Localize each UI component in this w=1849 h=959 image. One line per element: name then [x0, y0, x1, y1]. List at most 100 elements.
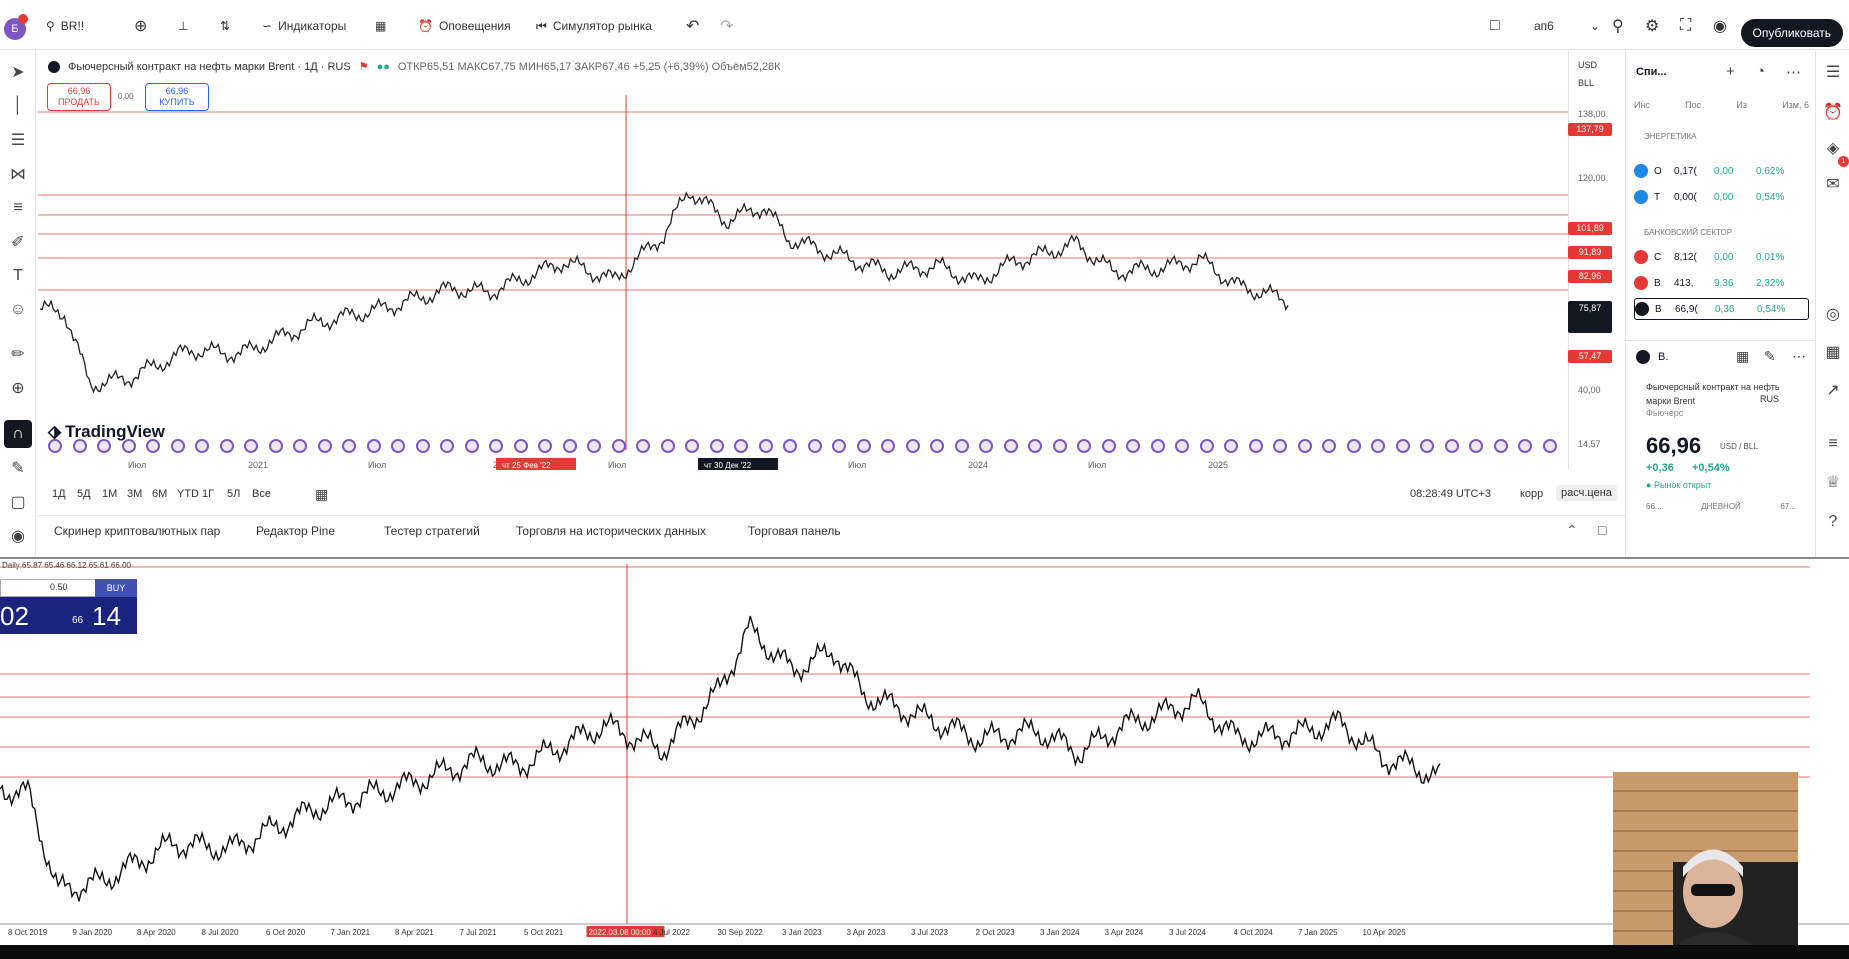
dividend-event-icon[interactable]	[1420, 439, 1434, 453]
dividend-event-icon[interactable]	[1003, 439, 1018, 453]
dividend-event-icon[interactable]	[489, 439, 503, 453]
indicators-button[interactable]: ∽ Индикаторы	[262, 14, 346, 38]
quick-search-button[interactable]: ⚲	[1612, 14, 1624, 38]
dividend-event-icon[interactable]	[415, 439, 430, 453]
dividend-event-icon[interactable]	[954, 439, 969, 453]
dividend-event-icon[interactable]	[268, 439, 283, 453]
dividend-event-icon[interactable]	[1346, 439, 1361, 453]
watchlist-row[interactable]: O 0,17(0,00 0,62%	[1634, 160, 1809, 182]
dividend-event-icon[interactable]	[195, 439, 209, 453]
grid-view-button[interactable]: ▦	[1736, 348, 1749, 365]
dividend-event-icon[interactable]	[881, 439, 895, 453]
dividend-event-icon[interactable]	[219, 439, 234, 453]
secondary-price-canvas[interactable]: 8 Oct 2019 9 Jan 2020 8 Apr 2020 8 Jul 2020…	[0, 559, 1849, 939]
dividend-event-icon[interactable]	[1371, 439, 1385, 453]
range-button-4[interactable]: 6М	[152, 488, 168, 500]
dividend-event-icon[interactable]	[1199, 439, 1214, 453]
watchlist-row[interactable]: B 413, 9,36 2,32%	[1634, 272, 1809, 294]
dividend-event-icon[interactable]	[1150, 439, 1165, 453]
dividend-event-icon[interactable]	[832, 439, 846, 453]
tab-pine-editor[interactable]: Редактор Pine	[256, 524, 336, 538]
price-chart-canvas[interactable]: Июл2021Июл20ИюлИюл2024Июл2025чт 25 Фев '…	[38, 50, 1568, 470]
range-button-1[interactable]: 5Д	[77, 488, 91, 500]
range-button-5[interactable]: YTD	[177, 488, 199, 500]
buy-button[interactable]: 66,96 КУПИТЬ	[145, 83, 209, 111]
dividend-event-icon[interactable]	[1101, 439, 1116, 453]
lock-tool[interactable]: ▢	[4, 488, 32, 516]
dividend-event-icon[interactable]	[587, 439, 601, 453]
fib-tool[interactable]: ☰	[4, 126, 32, 154]
dividend-event-icon[interactable]	[513, 439, 528, 453]
tab-trading-panel[interactable]: Торговая панель	[748, 524, 841, 538]
dividend-event-icon[interactable]	[1126, 439, 1140, 453]
dividend-event-icon[interactable]	[905, 439, 920, 453]
dividend-event-icon[interactable]	[734, 439, 748, 453]
notifications-toggle[interactable]: ♕	[1819, 468, 1847, 496]
dividend-event-icon[interactable]	[464, 439, 479, 453]
screener-toggle[interactable]: ◎	[1819, 300, 1847, 328]
timeframe-select[interactable]: ап6 ⌄	[1534, 14, 1600, 38]
dividend-event-icon[interactable]	[562, 439, 577, 453]
layout-button[interactable]: □	[1490, 14, 1500, 38]
dividend-event-icon[interactable]	[758, 439, 773, 453]
secondary-chart-pane[interactable]: Daily 65.87 65.46 66.12 65.61 66.00 0.50…	[0, 557, 1849, 937]
undo-button[interactable]: ↶	[686, 14, 699, 38]
main-chart-pane[interactable]: Фьючерсный контракт на нефть марки Brent…	[38, 50, 1612, 470]
dividend-event-icon[interactable]	[121, 439, 136, 453]
trendline-tool[interactable]: │	[4, 92, 32, 120]
dividend-event-icon[interactable]	[72, 439, 87, 453]
watchlist-menu-button[interactable]: ⋯	[1786, 63, 1801, 81]
tab-strategy-tester[interactable]: Тестер стратегий	[384, 524, 480, 538]
add-symbol-button[interactable]: +	[1726, 63, 1735, 80]
dividend-event-icon[interactable]	[244, 439, 258, 453]
simulator-button[interactable]: ⏮ Симулятор рынка	[536, 14, 652, 38]
dividend-event-icon[interactable]	[1493, 439, 1508, 453]
ideas-toggle[interactable]: ↗	[1819, 376, 1847, 404]
dividend-event-icon[interactable]	[366, 439, 381, 453]
dividend-event-icon[interactable]	[1224, 439, 1238, 453]
dividend-event-icon[interactable]	[1542, 439, 1557, 453]
range-button-0[interactable]: 1Д	[52, 488, 66, 500]
collapse-panel-button[interactable]: ⌃	[1566, 522, 1578, 539]
ask-price[interactable]: 14	[92, 601, 121, 631]
calendar-toggle[interactable]: ▦	[1819, 338, 1847, 366]
bid-price[interactable]: 02	[0, 601, 29, 631]
dividend-event-icon[interactable]	[1444, 439, 1459, 453]
watchlist-row[interactable]: T 0,00(0,00 0,54%	[1634, 186, 1809, 208]
sell-button[interactable]: 66,96 ПРОДАТЬ	[47, 83, 111, 111]
settings-button[interactable]: ⚙	[1645, 14, 1659, 38]
dividend-event-icon[interactable]	[170, 439, 185, 453]
dividend-event-icon[interactable]	[783, 439, 797, 453]
zoom-tool[interactable]: ⊕	[4, 374, 32, 402]
dividend-event-icon[interactable]	[342, 439, 356, 453]
range-button-8[interactable]: Все	[252, 488, 271, 500]
dividend-event-icon[interactable]	[48, 439, 62, 453]
dividend-event-icon[interactable]	[1248, 439, 1263, 453]
dividend-event-icon[interactable]	[1297, 439, 1312, 453]
edit-note-button[interactable]: ✎	[1764, 348, 1776, 365]
templates-button[interactable]: ▦	[375, 14, 386, 38]
ruler-tool[interactable]: ✏	[4, 340, 32, 368]
compare-button[interactable]: ⊕	[134, 14, 147, 38]
calc-price-toggle[interactable]: расч.цена	[1556, 485, 1617, 501]
dividend-event-icon[interactable]	[1395, 439, 1410, 453]
detail-symbol[interactable]: B.	[1658, 351, 1669, 363]
dividend-event-icon[interactable]	[685, 439, 699, 453]
col-change-pct[interactable]: Изм, 6	[1782, 100, 1809, 110]
chat-toggle[interactable]: ✉	[1819, 170, 1847, 198]
alerts-toggle[interactable]: ⏰	[1819, 98, 1847, 126]
dividend-event-icon[interactable]	[97, 439, 111, 453]
date-range-button[interactable]: ▦	[315, 486, 328, 503]
brush-tool[interactable]: ✐	[4, 228, 32, 256]
dividend-event-icon[interactable]	[1077, 439, 1091, 453]
redo-button[interactable]: ↷	[720, 14, 733, 38]
dividend-event-icon[interactable]	[930, 439, 944, 453]
dividend-event-icon[interactable]	[440, 439, 454, 453]
range-button-3[interactable]: 3М	[127, 488, 143, 500]
clock-label[interactable]: 08:28:49 UTC+3	[1410, 488, 1492, 500]
stay-drawing-tool[interactable]: ✎	[4, 454, 32, 482]
text-tool[interactable]: T	[4, 262, 32, 290]
watchlist-row[interactable]: B 66,9(0,36 0,54%	[1634, 298, 1809, 320]
chart-style-button[interactable]: ⊥	[178, 14, 188, 38]
dividend-event-icon[interactable]	[391, 439, 405, 453]
